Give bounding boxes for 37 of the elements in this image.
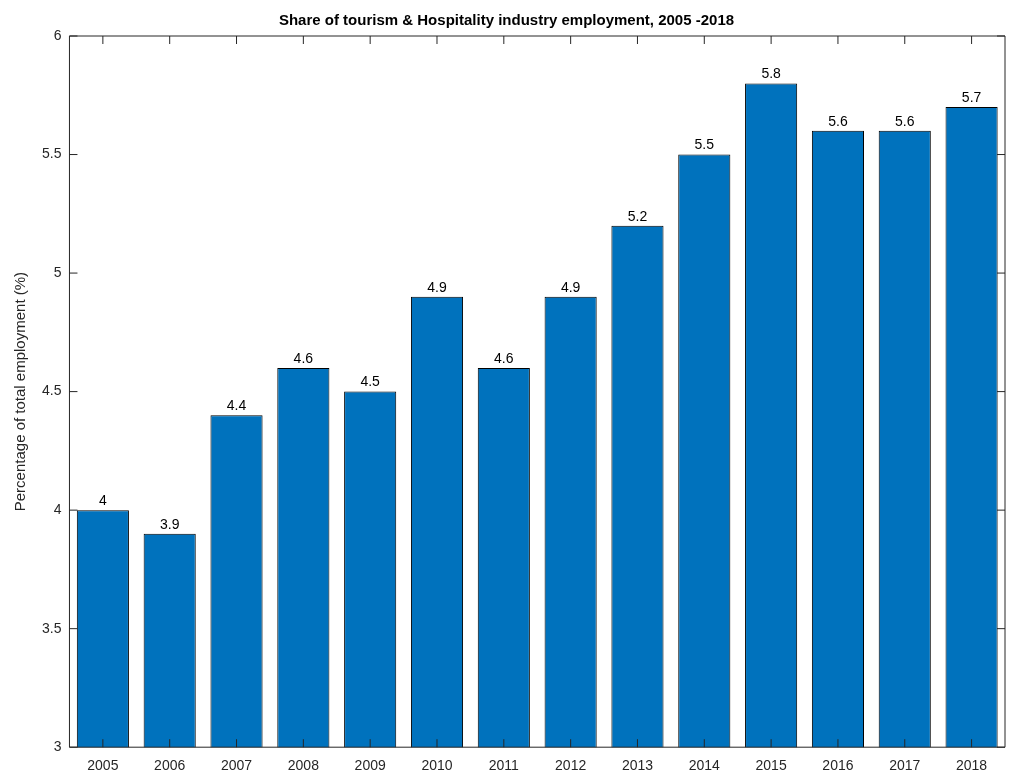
- data-label: 4.9: [560, 278, 581, 295]
- data-label: 4.4: [226, 397, 247, 414]
- data-label: 5.2: [627, 207, 648, 224]
- y-tick-label: 6: [53, 26, 62, 43]
- y-tick-label: 3: [53, 738, 62, 755]
- x-tick-label: 2018: [956, 757, 988, 774]
- y-axis-title: Percentage of total employment (%): [11, 271, 29, 512]
- y-tick-label: 4.5: [41, 382, 62, 399]
- x-tick-label: 2007: [220, 757, 253, 774]
- x-tick-label: 2014: [688, 757, 721, 774]
- y-tick-label: 5: [53, 263, 62, 280]
- x-tick-label: 2011: [488, 757, 520, 774]
- chart-title: Share of tourism & Hospitality industry employment, 2005 -2018: [278, 11, 735, 29]
- y-tick-label: 3.5: [41, 619, 62, 636]
- y-tick-label: 5.5: [41, 145, 62, 162]
- data-label: 3.9: [159, 515, 180, 532]
- data-label: 4.6: [293, 349, 314, 366]
- x-tick-label: 2006: [154, 757, 186, 774]
- data-label: 5.7: [961, 88, 982, 105]
- data-label: 4.5: [360, 373, 381, 390]
- x-tick-label: 2012: [555, 757, 587, 774]
- data-label: 4.9: [427, 278, 447, 295]
- x-tick-label: 2009: [354, 757, 386, 774]
- data-label: 5.6: [828, 112, 848, 129]
- x-tick-label: 2005: [87, 757, 119, 774]
- x-tick-label: 2008: [287, 757, 320, 774]
- y-tick-label: 4: [53, 500, 62, 517]
- x-tick-label: 2015: [755, 757, 787, 774]
- x-tick-label: 2013: [621, 757, 654, 774]
- data-label: 5.6: [895, 112, 915, 129]
- x-tick-label: 2017: [889, 757, 921, 774]
- data-label: 5.5: [694, 136, 715, 153]
- data-label: 4: [98, 491, 107, 508]
- data-label: 5.8: [761, 65, 782, 82]
- x-tick-label: 2016: [822, 757, 854, 774]
- x-tick-label: 2010: [421, 757, 453, 774]
- data-label: 4.6: [494, 349, 514, 366]
